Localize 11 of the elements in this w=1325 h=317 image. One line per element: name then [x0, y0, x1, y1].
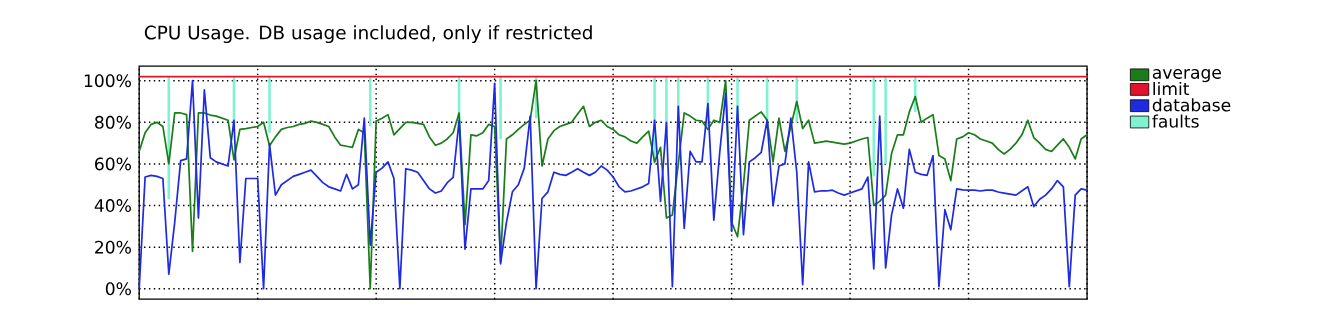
y-tick-label: 80%	[95, 115, 131, 129]
y-tick-label: 40%	[94, 199, 131, 213]
legend-label: average	[1152, 69, 1221, 83]
y-tick-label: 100%	[84, 74, 131, 88]
y-tick-label: 20%	[95, 240, 131, 254]
chart-title: CPU Usage. DB usage included, only if restricted	[144, 25, 592, 44]
legend-label: faults	[1152, 114, 1199, 128]
legend-label: database	[1152, 98, 1231, 112]
y-tick-label: 0%	[105, 282, 131, 296]
legend-label: limit	[1153, 81, 1190, 95]
y-tick-label: 60%	[95, 157, 131, 171]
